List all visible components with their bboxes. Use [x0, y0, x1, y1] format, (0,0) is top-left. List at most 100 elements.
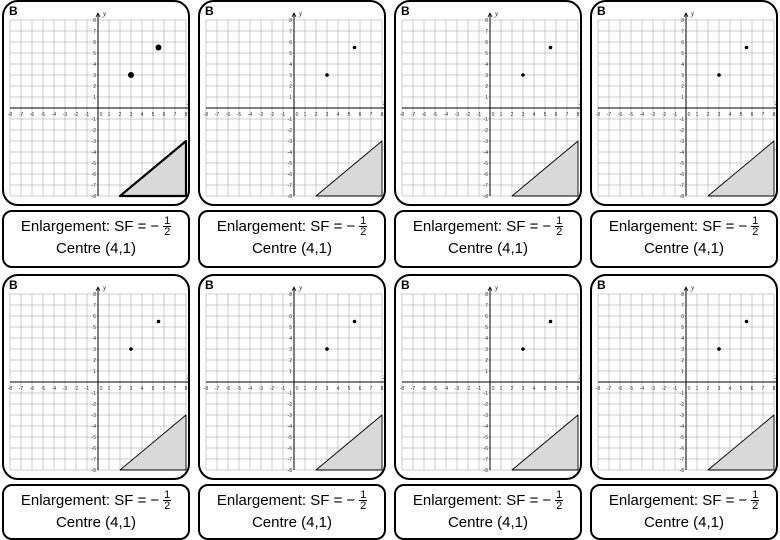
x-tick-label: -5: [433, 386, 438, 392]
x-tick-label: -4: [640, 112, 645, 118]
x-tick-label: -2: [466, 112, 471, 118]
fraction-denominator: 2: [164, 226, 171, 238]
y-axis-label: y: [494, 284, 499, 292]
x-tick-label: 1: [304, 112, 307, 118]
y-tick-label: 4: [681, 336, 684, 342]
graph-card: xy-8-7-6-5-4-3-2-1123456780-8-7-6-5-4-3-…: [394, 274, 582, 480]
x-tick-label: 5: [740, 112, 743, 118]
x-tick-label: -6: [422, 386, 427, 392]
graph-card: xy-8-7-6-5-4-3-2-1123456780-8-7-6-5-4-3-…: [590, 0, 778, 206]
y-tick-label: -5: [680, 161, 685, 167]
x-tick-label: 5: [740, 386, 743, 392]
x-tick-label: 6: [751, 112, 754, 118]
x-tick-label: -5: [41, 112, 46, 118]
x-tick-label: 3: [326, 386, 329, 392]
y-tick-label: 5: [289, 51, 292, 57]
y-tick-label: 3: [289, 347, 292, 353]
y-tick-label: 6: [681, 314, 684, 320]
y-tick-label: 1: [289, 369, 292, 375]
x-axis-label: x: [578, 99, 580, 107]
x-axis-label: x: [382, 99, 384, 107]
x-tick-label: -8: [204, 112, 209, 118]
x-tick-label: 3: [130, 386, 133, 392]
enlargement-text: Enlargement: SF =: [608, 492, 735, 509]
coordinate-grid: xy-8-7-6-5-4-3-2-1123456780-8-7-6-5-4-3-…: [400, 284, 580, 474]
y-tick-label: -1: [484, 117, 489, 123]
card-label: B: [9, 4, 18, 18]
scale-factor-sign: −: [150, 218, 160, 235]
x-tick-label: 3: [326, 112, 329, 118]
x-tick-label: 4: [533, 386, 536, 392]
y-tick-label: 7: [289, 303, 292, 309]
triangle-shape: [119, 414, 187, 471]
plotted-point: [521, 347, 525, 351]
fraction-numerator: 1: [752, 215, 759, 227]
plotted-point: [352, 319, 357, 324]
x-tick-label: 6: [163, 386, 166, 392]
instruction-line: Enlargement: SF = −1 2: [396, 490, 580, 512]
y-tick-label: -2: [484, 128, 489, 134]
graph-card: xy-8-7-6-5-4-3-2-1123456780-8-7-6-5-4-3-…: [394, 0, 582, 206]
fraction-denominator: 2: [164, 500, 171, 512]
x-tick-label: 5: [544, 386, 547, 392]
x-tick-label: -4: [248, 386, 253, 392]
y-tick-label: 2: [485, 84, 488, 90]
y-tick-label: 6: [289, 314, 292, 320]
y-tick-label: -8: [92, 468, 97, 474]
x-tick-label: 7: [566, 386, 569, 392]
centre-text: Centre (4,1): [447, 514, 529, 531]
origin-label: 0: [100, 112, 103, 118]
x-tick-label: -7: [215, 386, 220, 392]
plotted-point: [744, 319, 749, 324]
y-tick-label: -2: [680, 402, 685, 408]
y-tick-label: 5: [681, 51, 684, 57]
y-tick-label: -7: [92, 457, 97, 463]
x-tick-label: 6: [359, 112, 362, 118]
coordinate-grid: xy-8-7-6-5-4-3-2-1123456780-8-7-6-5-4-3-…: [400, 10, 580, 200]
y-tick-label: 8: [485, 292, 488, 298]
x-axis-label: x: [382, 373, 384, 381]
y-tick-label: 2: [681, 358, 684, 364]
x-tick-label: -6: [618, 386, 623, 392]
x-tick-label: 1: [696, 386, 699, 392]
enlargement-text: Enlargement: SF =: [20, 492, 147, 509]
triangle-shape: [511, 140, 579, 197]
y-tick-label: 8: [681, 18, 684, 24]
graph-card: xy-8-7-6-5-4-3-2-1123456780-8-7-6-5-4-3-…: [2, 274, 190, 480]
x-axis-label: x: [578, 373, 580, 381]
y-tick-label: -3: [680, 413, 685, 419]
y-tick-label: -2: [288, 402, 293, 408]
y-tick-label: 1: [93, 95, 96, 101]
x-axis-label: x: [774, 373, 776, 381]
y-tick-label: 6: [681, 40, 684, 46]
y-tick-label: -8: [484, 468, 489, 474]
x-tick-label: -2: [662, 112, 667, 118]
x-tick-label: 1: [108, 386, 111, 392]
x-tick-label: 5: [348, 386, 351, 392]
y-tick-label: 5: [681, 325, 684, 331]
centre-text: Centre (4,1): [55, 240, 137, 257]
fraction-numerator: 1: [360, 489, 367, 501]
x-tick-label: -2: [74, 112, 79, 118]
x-tick-label: -7: [411, 112, 416, 118]
x-tick-label: -6: [30, 112, 35, 118]
y-tick-label: -3: [92, 139, 97, 145]
x-tick-label: -7: [19, 112, 24, 118]
x-tick-label: -1: [673, 386, 678, 392]
y-tick-label: -5: [92, 435, 97, 441]
y-tick-label: -7: [484, 183, 489, 189]
y-tick-label: 7: [485, 29, 488, 35]
x-tick-label: 5: [152, 112, 155, 118]
y-tick-label: 3: [93, 73, 96, 79]
instruction-box: Enlargement: SF = −1 2 Centre (4,1): [198, 484, 386, 540]
y-tick-label: 3: [93, 347, 96, 353]
x-tick-label: -8: [400, 112, 405, 118]
y-tick-label: 6: [93, 40, 96, 46]
fraction-numerator: 1: [164, 215, 171, 227]
x-tick-label: 6: [555, 386, 558, 392]
y-tick-label: 4: [289, 336, 292, 342]
x-tick-label: -6: [226, 112, 231, 118]
fraction-denominator: 2: [360, 226, 367, 238]
scale-factor-sign: −: [346, 492, 356, 509]
